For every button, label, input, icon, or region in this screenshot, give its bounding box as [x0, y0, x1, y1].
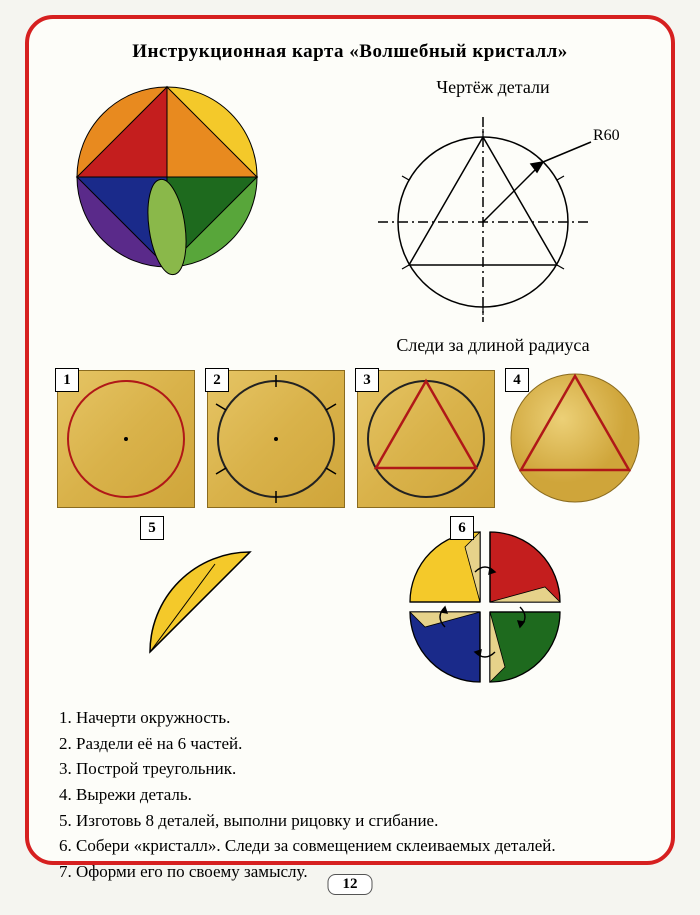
- instruction-item: 1. Начерти окружность.: [59, 706, 643, 731]
- steps-row-2: 5 6: [57, 522, 643, 692]
- step-3: 3: [357, 370, 493, 506]
- page-number: 12: [328, 874, 373, 895]
- steps-row-1: 1 2: [57, 370, 643, 506]
- step-number: 3: [355, 368, 379, 392]
- page-frame: Инструкционная карта «Волшебный кристалл…: [25, 15, 675, 865]
- instruction-item: 6. Собери «кристалл». Следи за совмещени…: [59, 834, 643, 859]
- instruction-item: 3. Построй треугольник.: [59, 757, 643, 782]
- step-5: 5: [120, 522, 270, 672]
- step-6: 6: [390, 522, 580, 692]
- instruction-list: 1. Начерти окружность. 2. Раздели её на …: [57, 706, 643, 884]
- instruction-item: 5. Изготовь 8 деталей, выполни рицовку и…: [59, 809, 643, 834]
- instruction-item: 4. Вырежи деталь.: [59, 783, 643, 808]
- radius-label: R60: [593, 127, 620, 144]
- step-number: 1: [55, 368, 79, 392]
- technical-drawing: Чертёж детали R60: [343, 77, 643, 356]
- step-4: 4: [507, 370, 643, 506]
- crystal-illustration: [57, 77, 277, 287]
- step-number: 4: [505, 368, 529, 392]
- step-1: 1: [57, 370, 193, 506]
- top-figures: Чертёж детали R60: [57, 77, 643, 356]
- step-2: 2: [207, 370, 343, 506]
- step-number: 5: [140, 516, 164, 540]
- page-title: Инструкционная карта «Волшебный кристалл…: [57, 41, 643, 63]
- instruction-item: 2. Раздели её на 6 частей.: [59, 732, 643, 757]
- radius-note: Следи за длиной радиуса: [343, 335, 643, 356]
- step-number: 2: [205, 368, 229, 392]
- step-number: 6: [450, 516, 474, 540]
- drawing-title: Чертёж детали: [343, 77, 643, 98]
